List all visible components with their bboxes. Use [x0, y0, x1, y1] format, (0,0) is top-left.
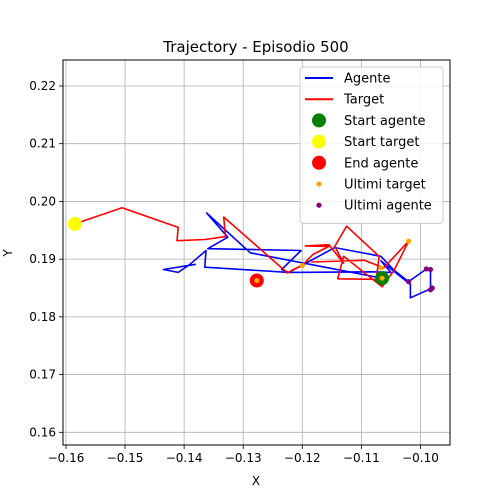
x-tick-label: −0.10 [402, 451, 439, 465]
y-tick-label: 0.18 [29, 310, 56, 324]
legend-label: Ultimi target [344, 178, 426, 193]
legend-swatch-dot [316, 202, 322, 208]
series-line-agente [162, 212, 434, 299]
plot-frame [62, 59, 451, 446]
legend: Agente Target Start agente Start target End … [299, 66, 444, 224]
ultimi-target-point [406, 238, 412, 244]
y-tick-label: 0.21 [29, 137, 56, 151]
ultimi-agente-point [406, 279, 412, 285]
legend-label: Start target [344, 135, 419, 150]
legend-label: End agente [344, 156, 418, 171]
x-tick-label: −0.13 [225, 451, 262, 465]
ultimi-target-point [254, 277, 260, 284]
chart-title: Trajectory - Episodio 500 [162, 38, 348, 56]
ultimi-agente-point [427, 287, 434, 293]
y-tick-label: 0.17 [29, 368, 56, 382]
legend-swatch-dot [312, 113, 326, 128]
ultimi-target-point [378, 265, 384, 271]
legend-label: Start agente [344, 114, 425, 129]
x-tick-label: −0.11 [343, 451, 380, 465]
legend-swatch-dot [316, 181, 322, 187]
legend-label: Target [343, 93, 384, 108]
y-tick-label: 0.19 [29, 252, 56, 266]
ultimi-agente-point [423, 266, 429, 272]
legend-swatch-dot [312, 134, 326, 149]
marker-layer [67, 216, 435, 293]
legend-box [299, 66, 444, 224]
x-tick-label: −0.15 [107, 451, 144, 465]
grid-layer [63, 60, 450, 445]
ultimi-agente-point [427, 266, 434, 273]
ultimi-target-point [299, 262, 305, 269]
legend-swatch-dot [312, 155, 326, 170]
legend-label: Ultimi agente [344, 199, 432, 214]
x-tick-label: −0.14 [166, 451, 203, 465]
marker-start-target [67, 216, 82, 231]
axes-layer: −0.16 −0.15 −0.14 −0.13 −0.12 −0.11 −0.10 0.16 0… [29, 79, 439, 465]
y-axis-label: Y [1, 249, 15, 258]
x-axis-label: X [252, 474, 260, 488]
y-tick-label: 0.22 [29, 79, 56, 93]
legend-label: Agente [344, 72, 390, 87]
y-tick-label: 0.20 [29, 194, 56, 208]
ultimi-target-point [379, 275, 385, 281]
y-tick-label: 0.16 [29, 425, 56, 439]
x-tick-label: −0.16 [48, 451, 85, 465]
x-tick-label: −0.12 [284, 451, 321, 465]
